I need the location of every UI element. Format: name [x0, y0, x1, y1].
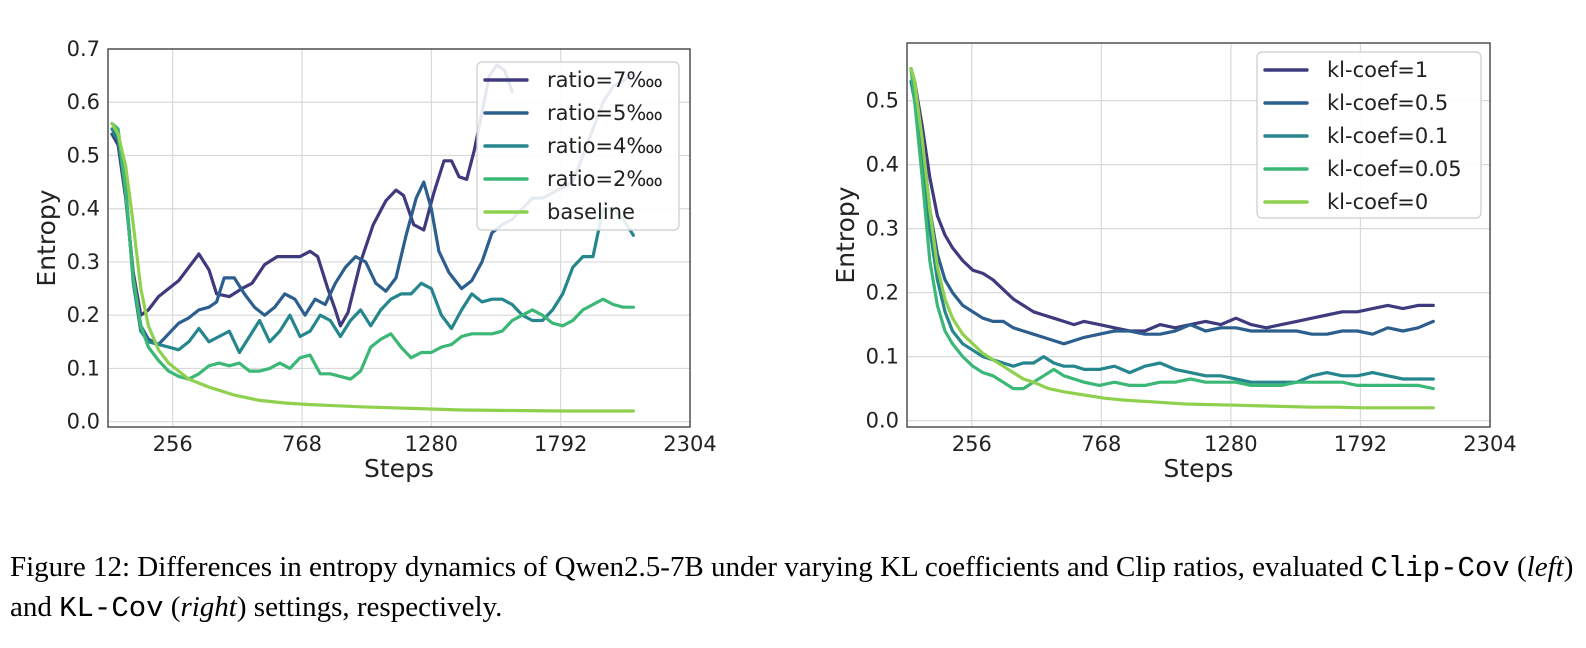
legend-label: ratio=2‱: [547, 167, 663, 191]
series-line-baseline: [110, 121, 635, 413]
y-tick-label: 0.2: [67, 303, 100, 327]
legend-item-kl-coef-0-05: kl-coef=0.05: [1263, 157, 1462, 181]
y-axis-label: Entropy: [831, 186, 860, 283]
caption-part-left: left: [1526, 551, 1564, 583]
y-tick-label: 0.4: [866, 153, 899, 177]
series-line-kl-coef-1: [909, 67, 1435, 333]
legend-item-kl-coef-0: kl-coef=0: [1263, 190, 1428, 214]
figure-caption: Figure 12: Differences in entropy dynami…: [10, 548, 1576, 628]
x-tick-label: 2304: [663, 432, 716, 456]
y-tick-label: 0.6: [67, 90, 100, 114]
caption-part: Figure 12: Differences in entropy dynami…: [10, 551, 1371, 583]
plot-frame: [906, 42, 1491, 428]
x-tick-label: 1792: [534, 432, 587, 456]
y-axis-label: Entropy: [32, 189, 61, 286]
series-line-kl-coef-0-5: [909, 67, 1435, 346]
x-tick-label: 768: [282, 432, 322, 456]
legend-item-ratio-7: ratio=7‱: [483, 68, 663, 92]
series-line-ratio-7: [110, 63, 514, 328]
legend-label: kl-coef=1: [1327, 58, 1428, 82]
plot-frame: [107, 48, 691, 428]
legend-label: ratio=7‱: [547, 68, 663, 92]
series-line-kl-coef-0: [909, 67, 1435, 410]
legend-label: kl-coef=0: [1327, 190, 1428, 214]
y-tick-label: 0.0: [866, 409, 899, 433]
y-tick-label: 0.3: [67, 250, 100, 274]
y-tick-label: 0.0: [67, 410, 100, 434]
legend-label: ratio=4‱: [547, 134, 663, 158]
legend-item-ratio-5: ratio=5‱: [483, 101, 663, 125]
legend-label: kl-coef=0.1: [1327, 124, 1448, 148]
x-tick-label: 1280: [405, 432, 458, 456]
x-tick-label: 2304: [1463, 432, 1516, 456]
legend-item-kl-coef-0-1: kl-coef=0.1: [1263, 124, 1448, 148]
y-tick-label: 0.4: [67, 197, 100, 221]
y-tick-label: 0.5: [67, 143, 100, 167]
caption-part: ) settings, respectively.: [236, 591, 503, 623]
caption-part-clip-cov: Clip-Cov: [1370, 552, 1510, 585]
y-tick-label: 0.2: [866, 281, 899, 305]
legend-label: baseline: [547, 200, 635, 224]
caption-part: (: [1509, 551, 1527, 583]
x-axis-label: Steps: [1164, 454, 1234, 483]
x-tick-label: 1280: [1204, 432, 1257, 456]
legend-label: ratio=5‱: [547, 101, 663, 125]
legend-item-ratio-2: ratio=2‱: [483, 167, 663, 191]
caption-part: (: [163, 591, 181, 623]
legend-item-kl-coef-0-5: kl-coef=0.5: [1263, 91, 1448, 115]
legend-item-ratio-4: ratio=4‱: [483, 134, 663, 158]
y-tick-label: 0.1: [67, 356, 100, 380]
legend-item-kl-coef-1: kl-coef=1: [1263, 58, 1428, 82]
legend: ratio=7‱ ratio=5‱ ratio=4‱ ratio=2‱ baseline: [476, 61, 680, 231]
legend-box: [1256, 51, 1482, 219]
series-line-ratio-4: [110, 127, 635, 355]
legend: kl-coef=1 kl-coef=0.5 kl-coef=0.1 kl-coef=0…: [1256, 51, 1482, 219]
legend-label: kl-coef=0.05: [1327, 157, 1462, 181]
x-tick-label: 768: [1081, 432, 1121, 456]
y-tick-label: 0.5: [866, 89, 899, 113]
caption-part-right: right: [180, 591, 237, 623]
x-tick-label: 256: [153, 432, 193, 456]
x-tick-label: 256: [952, 432, 992, 456]
y-tick-label: 0.1: [866, 345, 899, 369]
chart-kl-cov: 256 768 1280 1792 2304 0.0 0.1 0.2 0.3 0.4 0.5 Step…: [831, 42, 1517, 483]
caption-part: ) and: [10, 551, 1574, 623]
y-tick-label: 0.7: [67, 37, 100, 61]
x-axis-label: Steps: [364, 454, 434, 483]
legend-item-baseline: baseline: [483, 200, 635, 224]
y-tick-label: 0.3: [866, 217, 899, 241]
legend-box: [476, 61, 680, 231]
series-line-kl-coef-0-05: [909, 67, 1435, 391]
legend-label: kl-coef=0.5: [1327, 91, 1448, 115]
caption-part-kl-cov: KL-Cov: [59, 592, 164, 625]
chart-clip-cov: 256 768 1280 1792 2304 0.0 0.1 0.2 0.3 0.4 0.5 0.6 0…: [32, 37, 717, 483]
x-tick-label: 1792: [1334, 432, 1387, 456]
series-line-kl-coef-0-1: [909, 79, 1435, 384]
